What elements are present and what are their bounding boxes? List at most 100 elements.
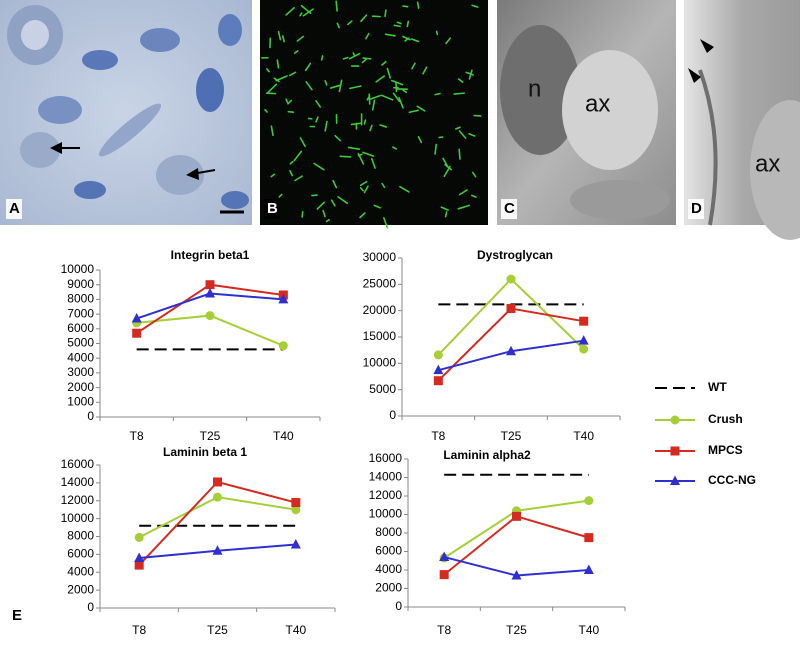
speck xyxy=(282,35,285,43)
speck xyxy=(406,20,410,28)
series-line xyxy=(138,496,296,539)
chart-title: Laminin alpha2 xyxy=(443,448,531,462)
point xyxy=(670,446,680,456)
speck xyxy=(455,126,461,130)
point xyxy=(132,328,142,338)
speck xyxy=(300,4,312,15)
point xyxy=(506,304,516,314)
chart-title: Integrin beta1 xyxy=(171,248,250,262)
panel-label-box xyxy=(6,199,22,219)
speck xyxy=(465,71,475,76)
speck xyxy=(299,137,306,148)
y-tick-label: 12000 xyxy=(369,488,403,502)
x-tick-label: T40 xyxy=(285,623,306,637)
speck xyxy=(347,20,353,26)
speck xyxy=(442,157,448,167)
y-tick-label: 6000 xyxy=(67,547,94,561)
speck xyxy=(396,21,402,25)
speck xyxy=(324,120,328,132)
legend-label: Crush xyxy=(708,412,743,426)
speck xyxy=(357,153,363,157)
y-tick-label: 25000 xyxy=(363,277,397,291)
speck xyxy=(422,66,428,75)
speck xyxy=(315,100,322,108)
point xyxy=(512,511,521,521)
speck xyxy=(458,130,467,139)
speck xyxy=(288,71,297,77)
speck xyxy=(304,62,312,72)
speck xyxy=(320,55,324,61)
point xyxy=(506,345,516,356)
speck xyxy=(392,146,398,150)
speck xyxy=(359,180,368,187)
speck xyxy=(392,92,401,103)
speck xyxy=(264,108,268,113)
point xyxy=(291,498,301,508)
x-tick-label: T8 xyxy=(437,623,451,637)
y-tick-label: 3000 xyxy=(67,365,94,379)
speck xyxy=(348,52,361,60)
speck xyxy=(363,185,369,194)
y-tick-label: 0 xyxy=(395,599,402,613)
panel-label: B xyxy=(267,200,278,217)
y-tick-label: 16000 xyxy=(369,451,403,465)
panel-label: C xyxy=(504,200,515,217)
speck xyxy=(371,99,376,111)
speck xyxy=(386,67,391,79)
speck xyxy=(379,124,388,128)
point xyxy=(579,344,589,354)
chart-title: Laminin beta 1 xyxy=(163,445,247,459)
y-tick-label: 9000 xyxy=(67,277,94,291)
speck xyxy=(369,124,373,132)
speck xyxy=(402,5,409,8)
point xyxy=(584,496,594,506)
speck xyxy=(363,119,367,125)
speck xyxy=(471,194,477,198)
point xyxy=(205,280,215,290)
speck xyxy=(302,8,314,17)
speck xyxy=(445,37,452,45)
speck xyxy=(393,24,401,28)
speck xyxy=(324,80,328,86)
speck xyxy=(270,173,276,178)
y-tick-label: 15000 xyxy=(363,329,397,343)
speck xyxy=(468,69,473,80)
y-tick-label: 6000 xyxy=(67,321,94,335)
point xyxy=(584,533,594,543)
speck xyxy=(350,122,363,126)
speck xyxy=(289,160,294,165)
speck xyxy=(457,204,471,210)
y-tick-label: 14000 xyxy=(61,475,95,489)
y-tick-label: 5000 xyxy=(369,382,396,396)
panel-c xyxy=(497,0,676,225)
speck xyxy=(370,157,376,169)
y-tick-label: 0 xyxy=(87,409,94,423)
point xyxy=(579,316,589,326)
panel-label-box xyxy=(264,199,280,219)
y-tick-label: 14000 xyxy=(369,470,403,484)
point xyxy=(670,415,680,425)
speck xyxy=(325,218,330,223)
speck xyxy=(472,171,477,178)
speck xyxy=(381,60,387,66)
y-tick-label: 2000 xyxy=(67,380,94,394)
annotation: ax xyxy=(755,150,780,177)
speck xyxy=(390,79,404,86)
point xyxy=(433,376,443,386)
y-tick-label: 10000 xyxy=(363,356,397,370)
speck xyxy=(285,6,295,16)
x-tick-label: T8 xyxy=(130,429,144,443)
speck xyxy=(287,99,293,105)
x-tick-label: T40 xyxy=(273,429,294,443)
speck xyxy=(277,30,282,41)
x-tick-label: T25 xyxy=(501,429,522,443)
y-tick-label: 8000 xyxy=(67,292,94,306)
chart-title: Dystroglycan xyxy=(477,248,553,262)
speck xyxy=(359,212,366,219)
series-line xyxy=(438,339,584,372)
speck xyxy=(299,12,303,17)
y-tick-label: 1000 xyxy=(67,394,94,408)
point xyxy=(439,570,449,580)
speck xyxy=(293,150,303,162)
panel-label-box xyxy=(501,199,517,219)
